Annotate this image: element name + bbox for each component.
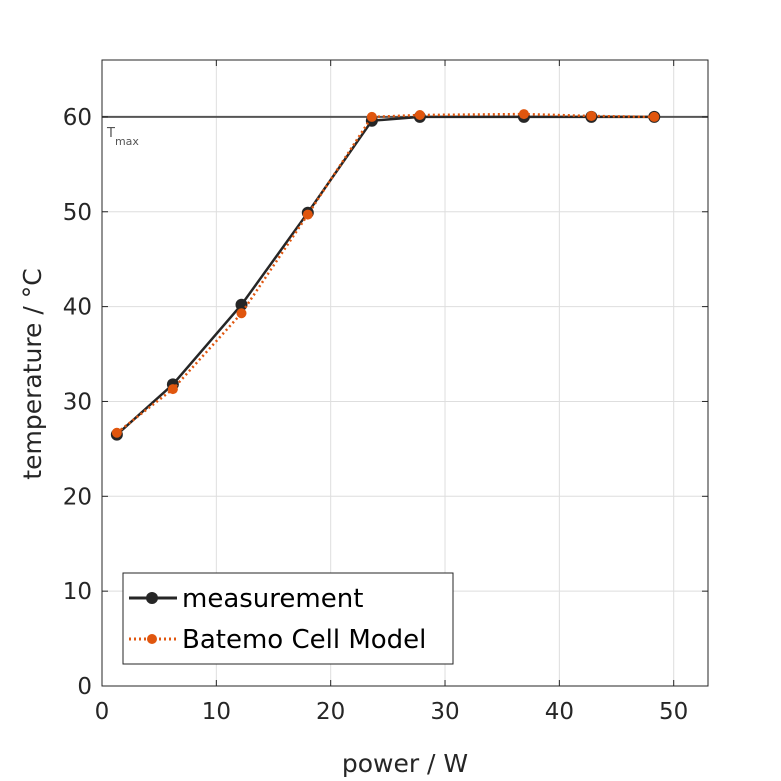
series-1-point xyxy=(236,308,247,319)
y-tick-label: 30 xyxy=(63,389,92,415)
series-1 xyxy=(111,109,660,438)
plot-frame xyxy=(101,59,709,687)
x-tick-label: 20 xyxy=(316,699,345,725)
tmax-annotation-main: T xyxy=(106,126,115,141)
legend-label-batemo: Batemo Cell Model xyxy=(182,625,426,655)
tmax-annotation-sub: max xyxy=(115,135,139,148)
axes-box xyxy=(101,59,709,687)
y-tick-label: 40 xyxy=(63,295,92,321)
series-1-point xyxy=(366,111,377,122)
series-group xyxy=(110,109,661,441)
y-tick-label: 0 xyxy=(77,674,92,700)
legend-box xyxy=(122,572,454,665)
x-tick-label: 40 xyxy=(545,699,574,725)
x-axis-label: power / W xyxy=(342,749,468,778)
x-tick-label: 50 xyxy=(659,699,688,725)
legend-marker-batemo xyxy=(147,634,157,644)
x-tick-label: 10 xyxy=(202,699,231,725)
legend: measurement Batemo Cell Model xyxy=(122,572,454,665)
series-1-point xyxy=(649,111,660,122)
series-1-point xyxy=(167,384,178,395)
y-tick-label: 60 xyxy=(63,105,92,131)
series-1-point xyxy=(414,110,425,121)
y-tick-label: 50 xyxy=(63,200,92,226)
series-1-point xyxy=(302,209,313,220)
series-1-point xyxy=(586,110,597,121)
y-tick-label: 10 xyxy=(63,579,92,605)
series-1-point xyxy=(111,427,122,438)
legend-marker-measurement xyxy=(146,592,158,604)
x-tick-label: 0 xyxy=(95,699,110,725)
y-tick-label: 20 xyxy=(63,484,92,510)
series-0-point xyxy=(235,298,248,311)
legend-label-measurement: measurement xyxy=(182,584,363,614)
tick-labels: 0 10 20 30 40 50 0 10 20 30 40 50 60 xyxy=(63,105,689,725)
tmax-annotation: Tmax xyxy=(106,126,139,148)
y-axis-label: temperature / °C xyxy=(18,268,47,479)
x-tick-label: 30 xyxy=(430,699,459,725)
series-1-point xyxy=(518,109,529,120)
series-line-1 xyxy=(116,112,655,434)
